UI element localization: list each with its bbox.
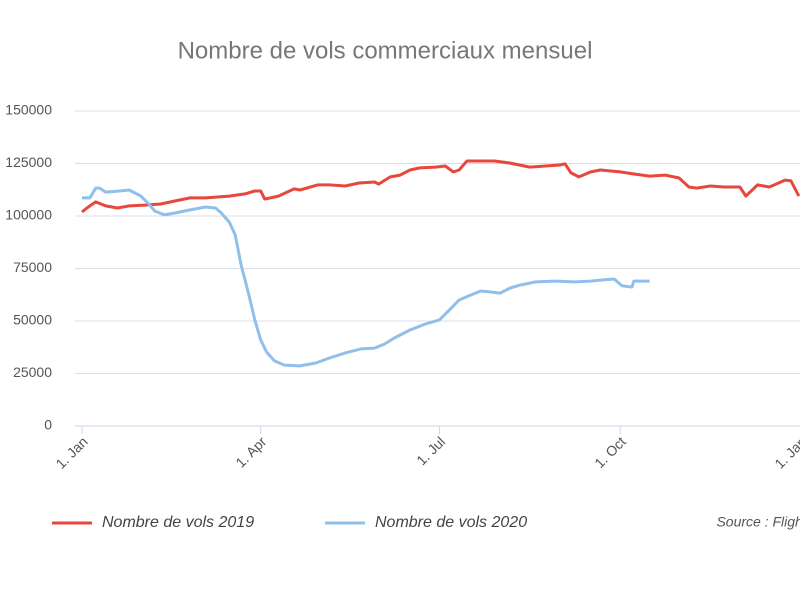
y-tick-label: 100000 <box>5 207 52 223</box>
x-tick-label: 1. Jan <box>771 433 800 471</box>
y-tick-label: 125000 <box>5 154 52 170</box>
y-tick-label: 0 <box>44 417 52 433</box>
line-series <box>82 186 650 368</box>
x-tick-label: 1. Oct <box>591 433 629 471</box>
legend-label: Nombre de vols 2019 <box>102 514 254 531</box>
line-series <box>81 159 800 214</box>
source: Source : Flightradar24 <box>716 514 800 530</box>
x-tick-label: 1. Jul <box>413 433 448 468</box>
y-tick-label: 50000 <box>13 312 52 328</box>
y-tick-label: 25000 <box>13 364 52 380</box>
legend-label: Nombre de vols 2020 <box>375 514 527 531</box>
x-tick-label: 1. Apr <box>232 433 269 470</box>
y-tick-label: 75000 <box>13 259 52 275</box>
y-tick-label: 150000 <box>5 102 52 118</box>
chart-title: Nombre de vols commerciaux mensuel <box>178 37 593 64</box>
x-tick-label: 1. Jan <box>52 433 90 471</box>
